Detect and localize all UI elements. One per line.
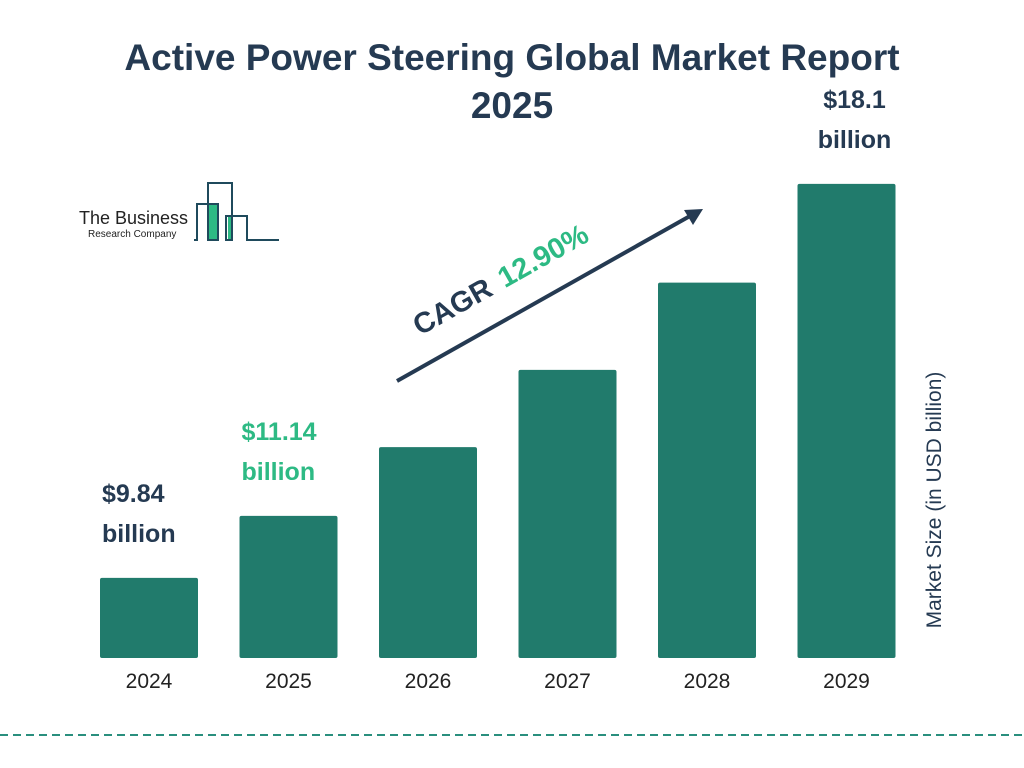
data-label-unit: billion: [242, 458, 316, 486]
title-line-2: 2025: [470, 85, 554, 126]
data-label-value: $11.14: [242, 418, 317, 446]
data-label-value: $9.84: [102, 480, 165, 508]
data-label-unit: billion: [818, 126, 892, 154]
logo-bar-green-2: [228, 216, 232, 240]
x-tick-label: 2026: [405, 670, 452, 693]
logo-buildings-outline: [194, 182, 279, 241]
logo-text-line2: Research Company: [88, 229, 176, 240]
bar-2026: [379, 447, 477, 658]
cagr-value: 12.90%: [493, 218, 595, 294]
bar-2029: [797, 183, 896, 658]
data-label-value: $18.1: [823, 86, 886, 114]
x-tick-label: 2028: [684, 670, 731, 693]
bar-2028: [658, 282, 756, 658]
y-axis-label: Market Size (in USD billion): [923, 372, 946, 629]
cagr-arrow-line: [396, 214, 691, 383]
bar-2027: [518, 369, 617, 658]
cagr-arrow: [396, 209, 703, 383]
bar-2025: [239, 515, 338, 658]
logo-bar-green-1: [208, 204, 217, 240]
company-logo: The Business Research Company: [79, 182, 279, 241]
data-label-unit: billion: [102, 520, 176, 548]
logo-text-line1: The Business: [79, 208, 188, 228]
chart-title: Active Power Steering Global Market Repo…: [0, 34, 1024, 130]
title-line-1: Active Power Steering Global Market Repo…: [124, 37, 900, 78]
cagr-arrow-head-icon: [684, 209, 703, 225]
x-tick-label: 2025: [265, 670, 312, 693]
x-tick-label: 2027: [544, 670, 591, 693]
bar-2024: [100, 577, 198, 658]
x-tick-label: 2024: [126, 670, 173, 693]
x-tick-label: 2029: [823, 670, 870, 693]
